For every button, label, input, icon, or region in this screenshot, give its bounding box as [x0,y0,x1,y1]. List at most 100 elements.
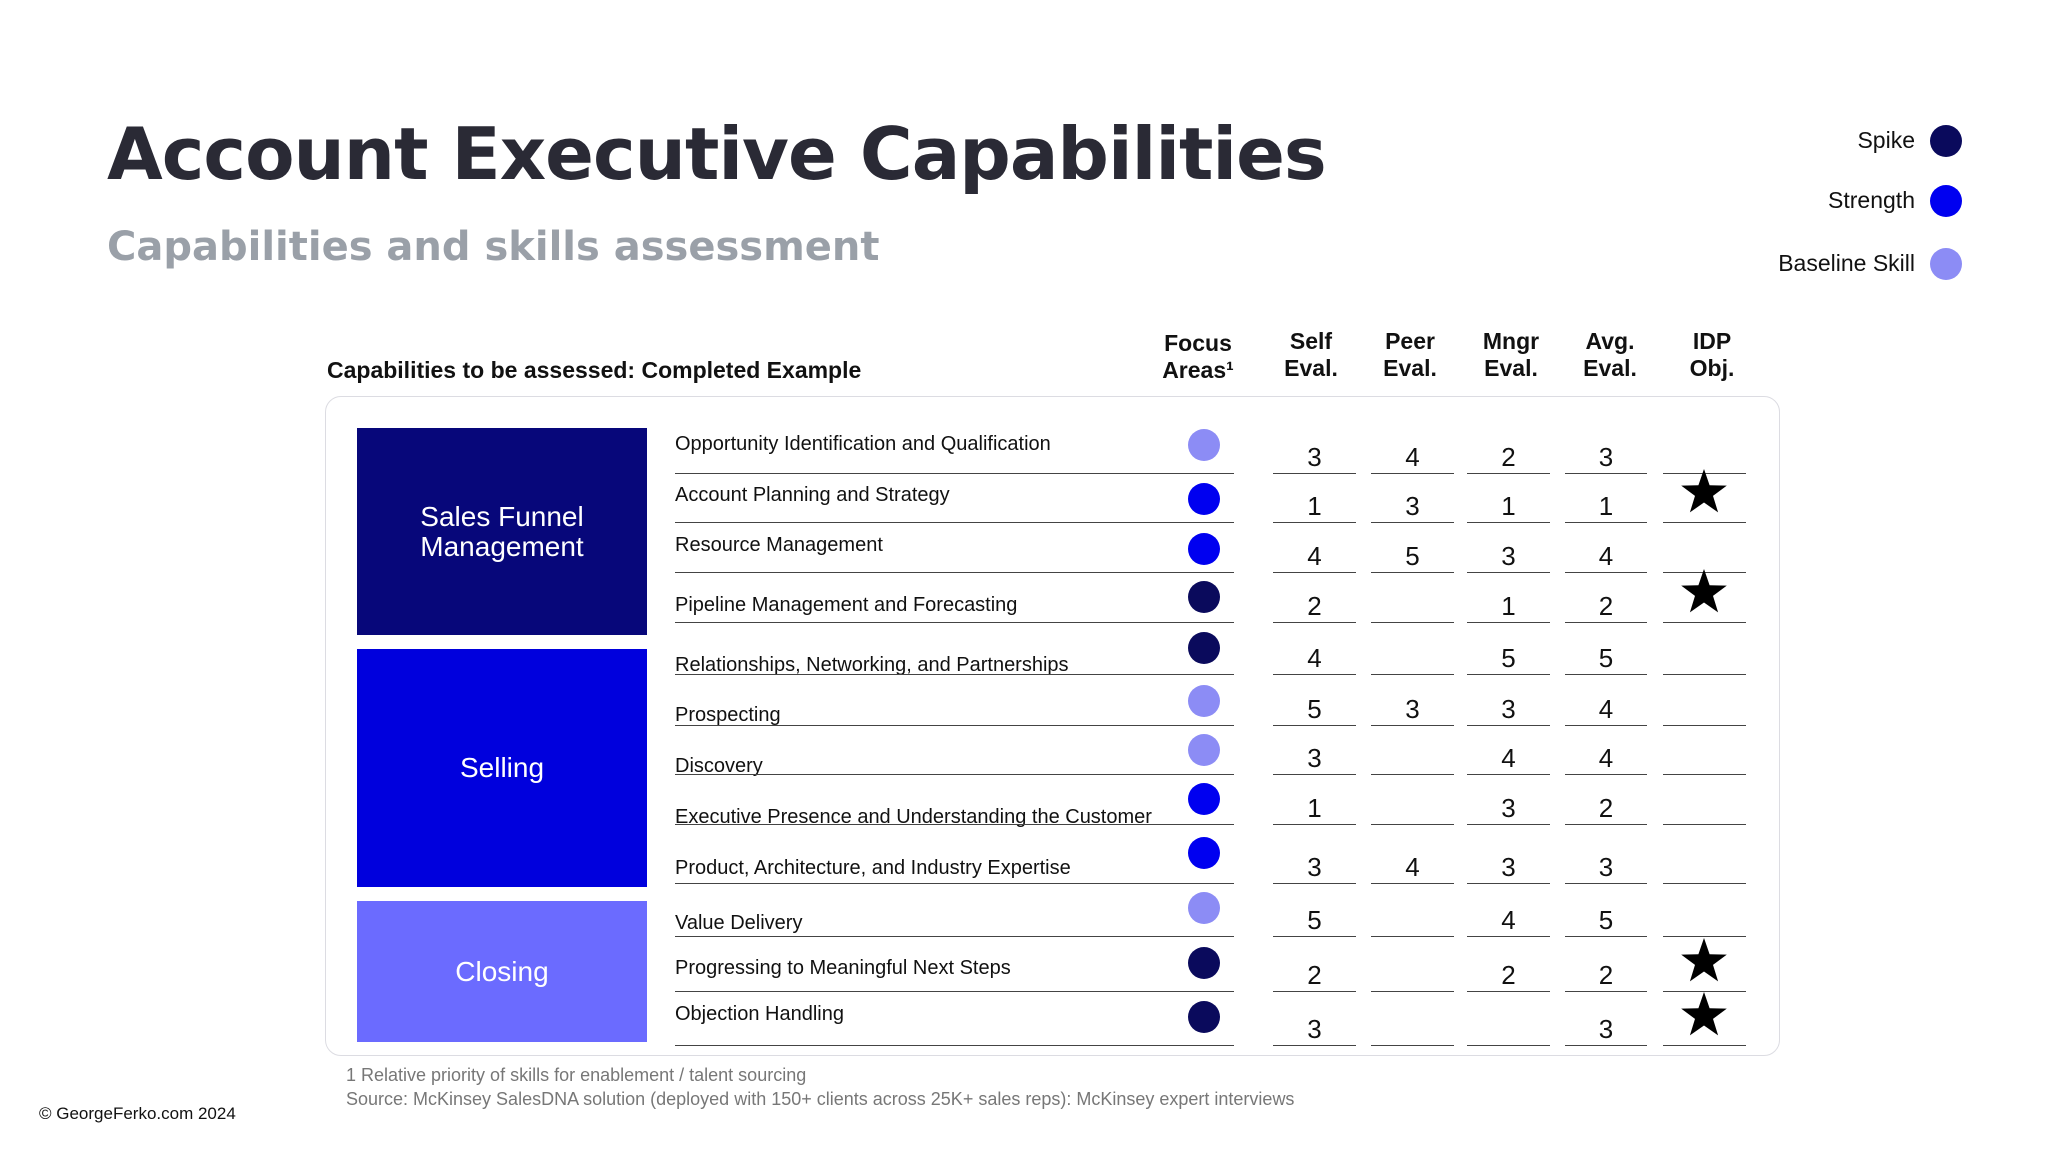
row-line [675,725,1234,726]
capability: Prospecting [675,704,781,726]
score-line [1467,674,1550,675]
score: 4 [1501,743,1516,773]
capability: Resource Management [675,534,883,556]
score-line [1565,883,1647,884]
score: 3 [1598,442,1614,472]
idp-star [1681,992,1727,1036]
score: 2 [1307,591,1322,621]
score-line [1273,936,1356,937]
title: Account Executive Capabilities [107,112,1327,196]
score: 5 [1501,643,1516,673]
score-line [1371,473,1454,474]
idp-line [1663,991,1746,992]
score-line [1467,936,1550,937]
group-block: Sales Funnel Management [357,428,647,635]
focus-marker [1188,947,1220,979]
subtitle: Capabilities and skills assessment [107,224,880,270]
score-line [1273,1045,1356,1046]
score: 2 [1307,960,1322,990]
score-line [1371,774,1454,775]
score-line [1371,1045,1454,1046]
row-line [675,522,1234,523]
score-line [1565,824,1647,825]
idp-line [1663,936,1746,937]
score-line [1467,774,1550,775]
focus-marker [1188,533,1220,565]
score: 2 [1598,591,1614,621]
score: 1 [1501,491,1516,521]
capability: Progressing to Meaningful Next Steps [675,957,1011,979]
row-line [675,622,1234,623]
score: 4 [1405,852,1420,882]
score: 4 [1501,905,1516,935]
score-line [1273,522,1356,523]
score-line [1273,824,1356,825]
score-line [1565,622,1647,623]
star-shape [1681,569,1727,613]
score-line [1273,473,1356,474]
column-header: Focus Areas¹ [1162,330,1234,383]
focus-marker [1188,483,1220,515]
score-line [1565,774,1647,775]
score-line [1467,473,1550,474]
score-line [1565,674,1647,675]
row-line [675,674,1234,675]
score: 2 [1598,960,1614,990]
score: 5 [1405,541,1420,571]
score-line [1273,991,1356,992]
idp-star [1681,938,1727,982]
score-line [1273,774,1356,775]
score: 1 [1307,793,1322,823]
score: 3 [1307,1014,1322,1044]
score-line [1467,572,1550,573]
score-line [1371,674,1454,675]
star-shape [1681,938,1727,982]
row-line [675,572,1234,573]
score-line [1273,622,1356,623]
column-header: Avg. Eval. [1583,328,1637,381]
focus-marker [1188,734,1220,766]
legend-label: Strength [1828,187,1915,213]
score-line [1273,725,1356,726]
score-line [1467,1045,1550,1046]
star-shape [1681,469,1727,513]
idp-line [1663,674,1746,675]
column-header: Mngr Eval. [1482,328,1540,381]
score-line [1565,991,1647,992]
row-line [675,774,1234,775]
capability: Executive Presence and Understanding the… [675,806,1152,828]
row-line [675,883,1234,884]
score-line [1371,883,1454,884]
score: 2 [1598,793,1614,823]
score-line [1467,725,1550,726]
idp-line [1663,622,1746,623]
score: 5 [1598,643,1614,673]
table-caption: Capabilities to be assessed: Completed E… [327,357,862,383]
idp-line [1663,725,1746,726]
focus-marker [1188,892,1220,924]
score: 4 [1307,643,1322,673]
score: 5 [1598,905,1614,935]
focus-marker [1188,632,1220,664]
score-line [1273,572,1356,573]
score: 3 [1307,743,1322,773]
idp-line [1663,883,1746,884]
copyright: © GeorgeFerko.com 2024 [39,1104,236,1123]
score: 3 [1501,694,1516,724]
score-line [1273,883,1356,884]
score-line [1371,572,1454,573]
score: 3 [1405,491,1420,521]
score: 4 [1598,694,1614,724]
column-header: Self Eval. [1284,328,1338,381]
score: 2 [1501,442,1516,472]
score: 3 [1598,852,1614,882]
score-line [1565,936,1647,937]
score: 1 [1598,491,1614,521]
score-line [1371,936,1454,937]
legend-marker [1930,185,1962,217]
column-header: IDP Obj. [1689,328,1735,381]
footnote: Source: McKinsey SalesDNA solution (depl… [346,1089,1295,1109]
score: 1 [1307,491,1322,521]
star-shape [1681,992,1727,1036]
